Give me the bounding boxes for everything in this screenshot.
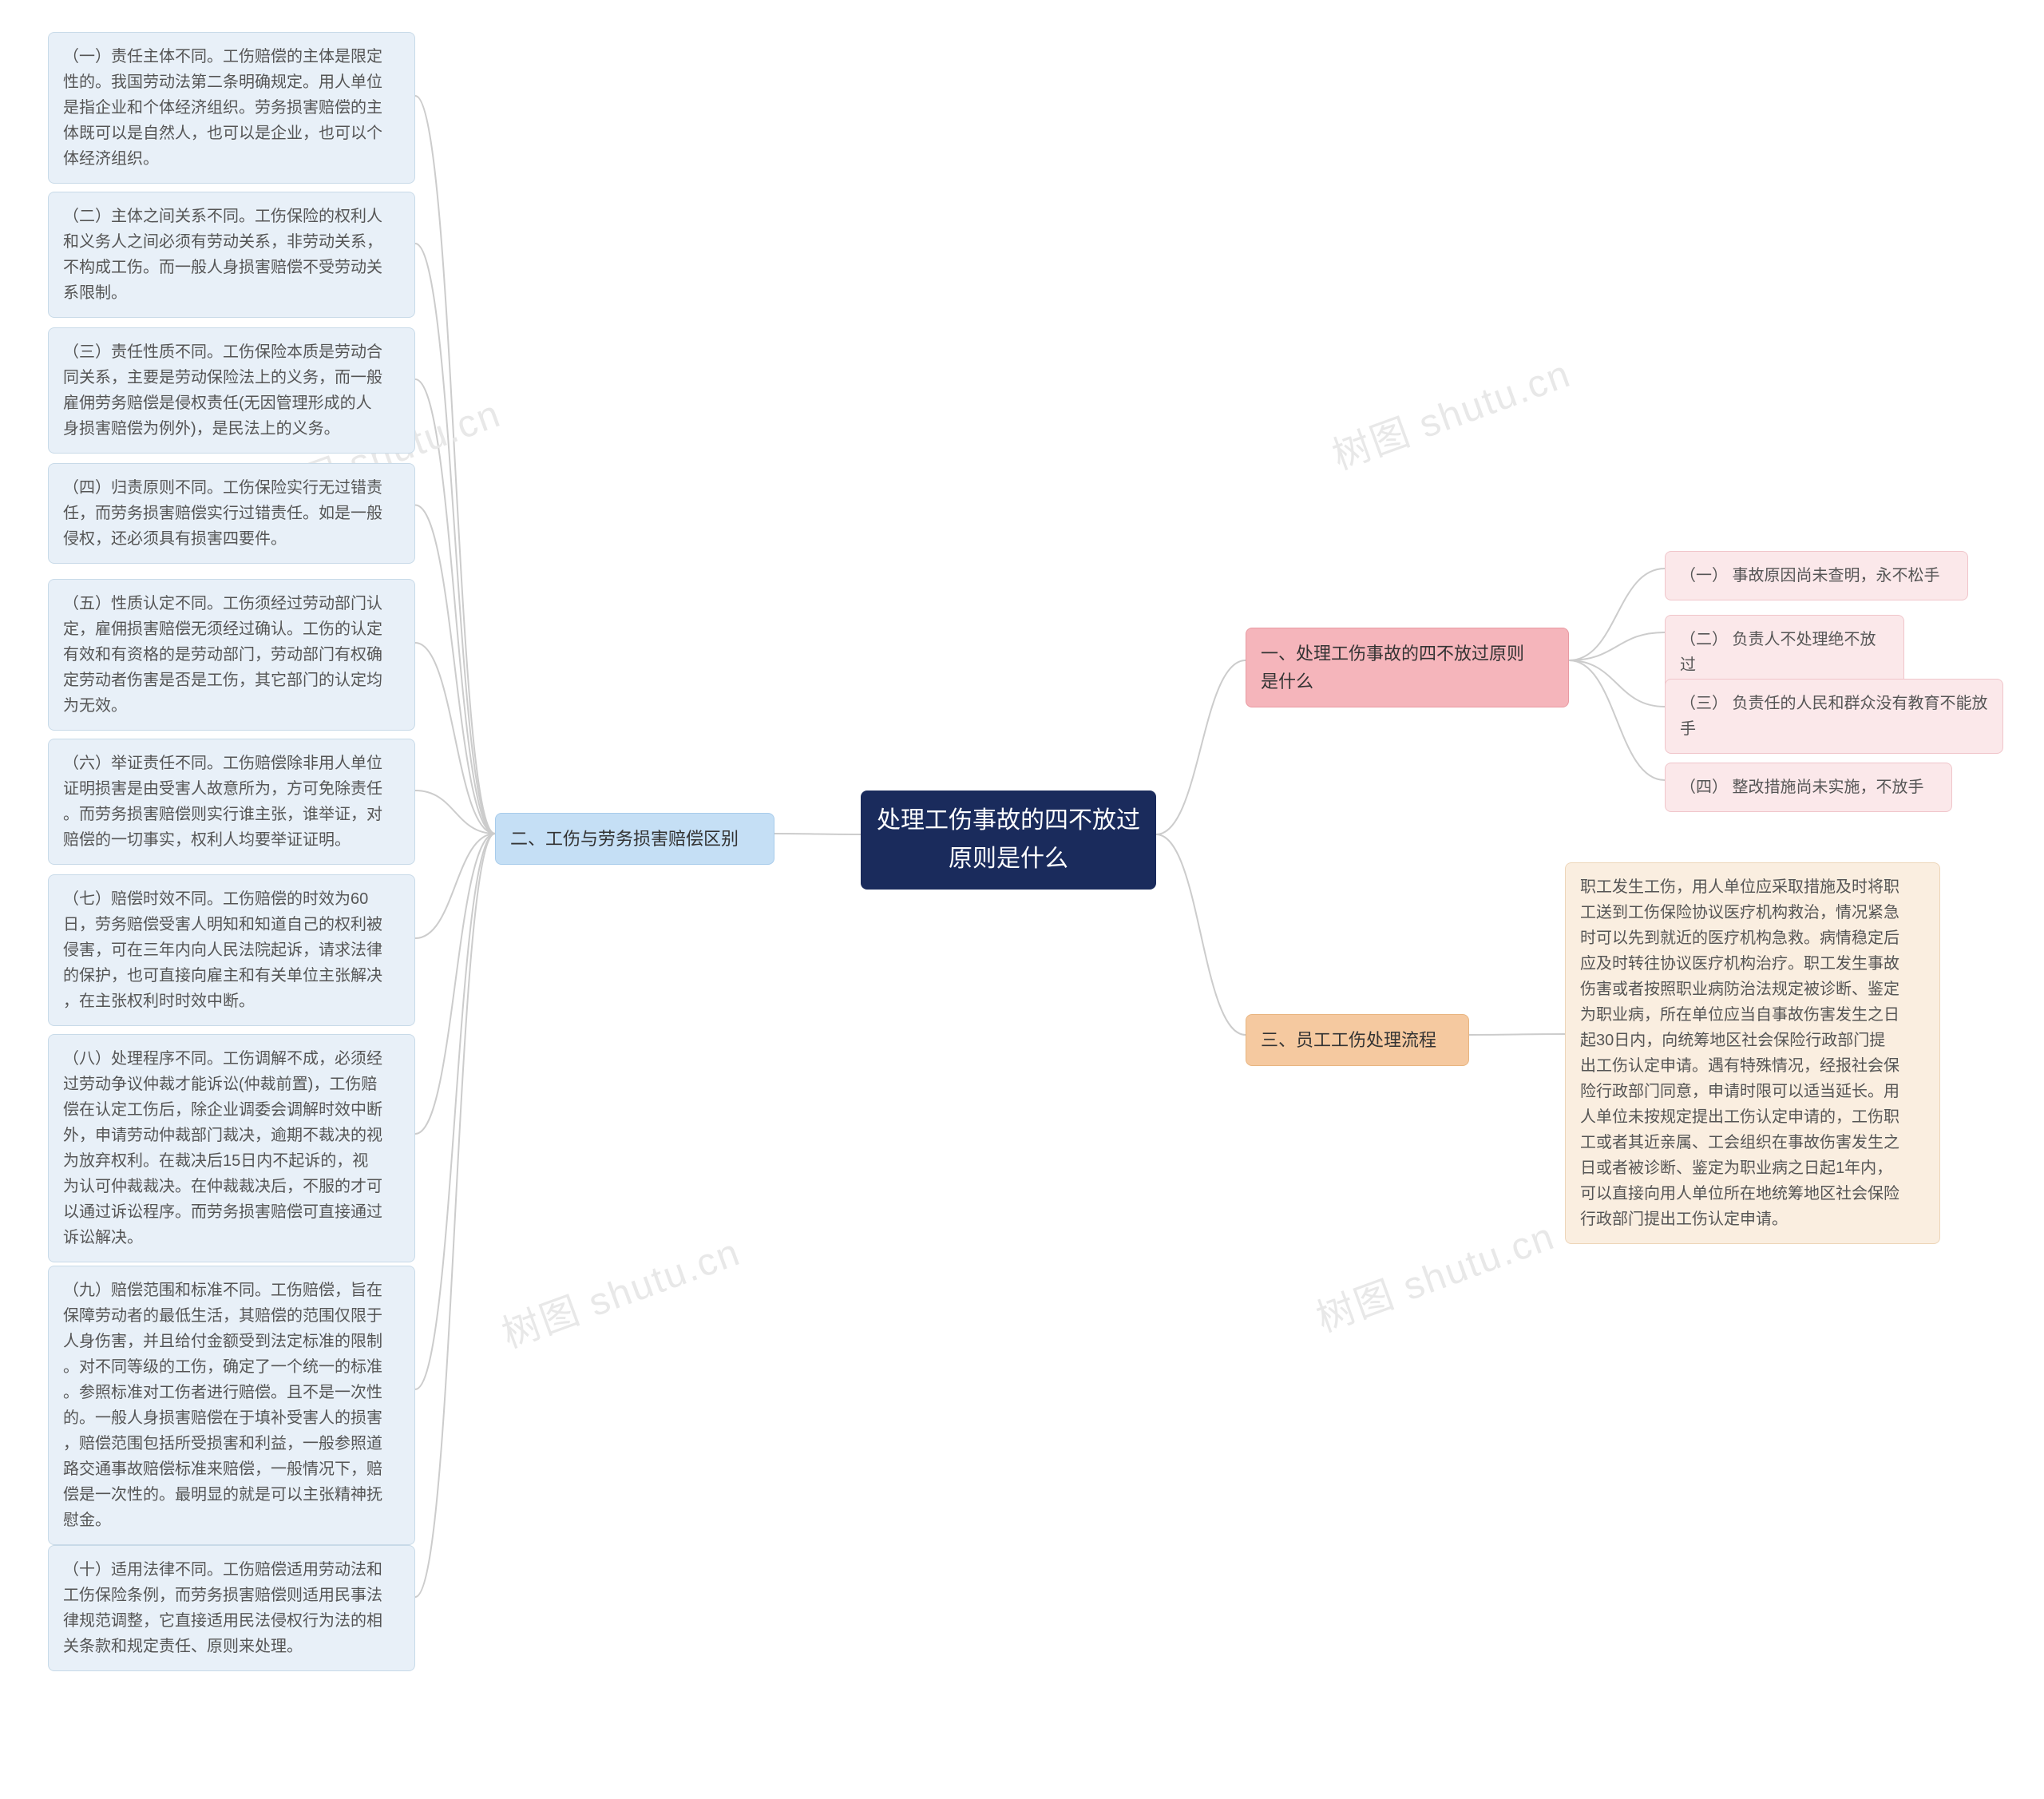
leaf-b2-4: （五）性质认定不同。工伤须经过劳动部门认 定，雇佣损害赔偿无须经过确认。工伤的认…: [48, 579, 415, 731]
leaf-b1-2: （三） 负责任的人民和群众没有教育不能放 手: [1665, 679, 2003, 754]
mindmap-canvas: 树图 shutu.cn树图 shutu.cn树图 shutu.cn树图 shut…: [0, 0, 2044, 1799]
watermark: 树图 shutu.cn: [1307, 1205, 1561, 1343]
leaf-b2-7: （八）处理程序不同。工伤调解不成，必须经 过劳动争议仲裁才能诉讼(仲裁前置)，工…: [48, 1034, 415, 1262]
leaf-b2-9: （十）适用法律不同。工伤赔偿适用劳动法和 工伤保险条例，而劳务损害赔偿则适用民事…: [48, 1545, 415, 1671]
leaf-b2-8: （九）赔偿范围和标准不同。工伤赔偿，旨在 保障劳动者的最低生活，其赔偿的范围仅限…: [48, 1266, 415, 1545]
leaf-b2-3: （四）归责原则不同。工伤保险实行无过错责 任，而劳务损害赔偿实行过错责任。如是一…: [48, 463, 415, 564]
branch-b3: 三、员工工伤处理流程: [1246, 1014, 1469, 1066]
leaf-b3-0: 职工发生工伤，用人单位应采取措施及时将职 工送到工伤保险协议医疗机构救治，情况紧…: [1565, 862, 1940, 1244]
leaf-b2-2: （三）责任性质不同。工伤保险本质是劳动合 同关系，主要是劳动保险法上的义务，而一…: [48, 327, 415, 454]
leaf-b2-1: （二）主体之间关系不同。工伤保险的权利人 和义务人之间必须有劳动关系，非劳动关系…: [48, 192, 415, 318]
leaf-b2-5: （六）举证责任不同。工伤赔偿除非用人单位 证明损害是由受害人故意所为，方可免除责…: [48, 739, 415, 865]
leaf-b2-6: （七）赔偿时效不同。工伤赔偿的时效为60 日，劳务赔偿受害人明知和知道自己的权利…: [48, 874, 415, 1026]
leaf-b2-0: （一）责任主体不同。工伤赔偿的主体是限定 性的。我国劳动法第二条明确规定。用人单…: [48, 32, 415, 184]
leaf-b1-0: （一） 事故原因尚未查明，永不松手: [1665, 551, 1968, 600]
watermark: 树图 shutu.cn: [1323, 343, 1577, 481]
watermark: 树图 shutu.cn: [493, 1221, 747, 1359]
branch-b2: 二、工伤与劳务损害赔偿区别: [495, 813, 774, 865]
branch-b1: 一、处理工伤事故的四不放过原则 是什么: [1246, 628, 1569, 707]
leaf-b1-3: （四） 整改措施尚未实施，不放手: [1665, 763, 1952, 812]
root-node: 处理工伤事故的四不放过 原则是什么: [861, 791, 1156, 890]
